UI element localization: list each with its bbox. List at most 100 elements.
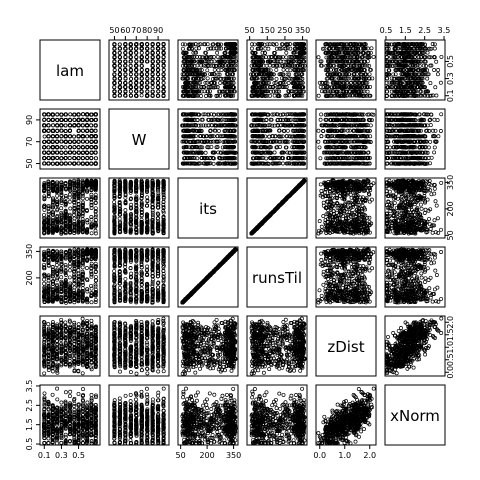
data-point <box>118 72 123 77</box>
data-point <box>145 89 150 94</box>
data-point <box>117 76 122 81</box>
data-point <box>428 81 433 86</box>
data-point <box>123 80 128 85</box>
data-point <box>150 51 155 55</box>
data-point <box>436 68 441 72</box>
data-point <box>128 93 133 98</box>
data-point <box>203 63 208 68</box>
data-point <box>42 134 47 139</box>
data-point <box>231 59 236 64</box>
panel-lam-vs-its <box>177 39 239 101</box>
data-point <box>223 46 228 51</box>
data-point <box>112 76 117 81</box>
data-point <box>287 93 292 98</box>
data-point <box>439 54 444 59</box>
data-point <box>145 68 150 72</box>
data-point <box>199 72 204 77</box>
data-point <box>112 42 117 47</box>
data-point <box>123 42 128 46</box>
data-point <box>140 55 144 60</box>
data-point <box>123 89 128 94</box>
data-point <box>156 68 161 72</box>
data-point <box>145 51 150 55</box>
panel-lam-vs-zDist <box>315 39 377 101</box>
panel-lam-vs-lam: lam <box>39 39 101 101</box>
data-point <box>150 67 155 72</box>
data-point <box>161 42 166 46</box>
data-point <box>203 42 208 47</box>
data-point <box>217 46 222 51</box>
variable-label-W: W <box>132 131 147 149</box>
data-point <box>123 46 128 51</box>
data-point <box>139 46 144 51</box>
panel-frame <box>39 39 101 101</box>
panel-lam-vs-W <box>108 39 170 101</box>
data-point <box>134 59 139 64</box>
data-point <box>161 59 166 64</box>
data-point <box>161 85 166 90</box>
data-point <box>150 59 155 64</box>
data-point <box>150 89 155 94</box>
panel-W-vs-runsTil <box>246 108 308 170</box>
data-point <box>112 55 117 60</box>
data-point <box>192 80 197 85</box>
data-point <box>117 59 122 64</box>
data-point <box>123 85 128 90</box>
data-point <box>432 68 437 72</box>
data-point <box>139 63 144 68</box>
data-point <box>211 161 216 166</box>
data-point <box>196 93 200 98</box>
data-point <box>161 76 166 81</box>
data-point <box>123 63 128 68</box>
data-point <box>134 93 139 98</box>
data-point <box>139 50 144 55</box>
panel-W-vs-W: W <box>108 108 170 170</box>
data-point <box>117 42 122 47</box>
data-point <box>139 85 144 90</box>
data-point <box>150 42 155 47</box>
data-point <box>140 42 144 47</box>
data-point <box>161 89 166 94</box>
data-point <box>268 68 273 73</box>
data-point <box>389 54 394 59</box>
data-point <box>123 50 128 55</box>
panel-W-vs-its <box>177 108 239 170</box>
data-point <box>284 55 289 60</box>
data-point <box>134 76 139 81</box>
data-point <box>180 42 185 47</box>
data-point <box>183 42 188 47</box>
data-point <box>118 55 123 60</box>
data-point <box>218 80 223 85</box>
data-point <box>284 50 289 55</box>
data-point <box>123 67 128 72</box>
data-point <box>117 93 122 98</box>
data-point <box>208 72 213 77</box>
data-point <box>128 55 133 60</box>
data-point <box>435 72 440 77</box>
data-point <box>156 55 161 59</box>
data-point <box>316 55 321 60</box>
data-point <box>134 63 138 68</box>
panel-lam-vs-xNorm <box>384 39 446 101</box>
data-point <box>134 89 138 94</box>
data-point <box>155 93 160 98</box>
data-point <box>161 93 166 98</box>
data-point <box>112 59 117 64</box>
data-point <box>150 55 155 60</box>
data-point <box>117 89 122 94</box>
data-point <box>433 85 438 90</box>
data-point <box>128 81 133 85</box>
data-point <box>226 72 230 76</box>
data-point <box>128 84 133 89</box>
data-point <box>161 63 166 68</box>
data-point <box>161 68 166 72</box>
data-point <box>156 50 161 55</box>
data-point <box>128 59 133 64</box>
data-point <box>369 46 374 51</box>
data-point <box>365 89 370 94</box>
data-point <box>139 89 144 94</box>
data-point <box>128 50 133 55</box>
data-point <box>425 50 430 55</box>
data-point <box>145 80 150 85</box>
